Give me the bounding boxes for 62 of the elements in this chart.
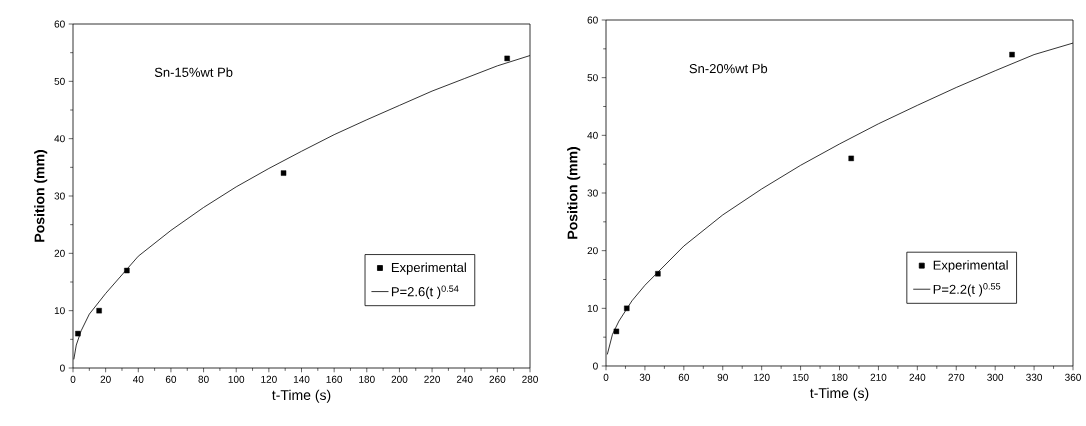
legend-label: P=2.2(t )$^{0.55}$ bbox=[933, 283, 1001, 297]
y-tick-label: 20 bbox=[587, 247, 598, 255]
x-tick-label: 100 bbox=[228, 375, 245, 383]
x-tick-label: 210 bbox=[870, 373, 887, 381]
legend-label: Experimental bbox=[933, 260, 1008, 273]
x-axis-title: t-Time (s) bbox=[272, 389, 331, 403]
point bbox=[1009, 51, 1015, 58]
y-axis-title: Position (mm) bbox=[34, 150, 48, 242]
y-tick-label: 50 bbox=[587, 74, 598, 82]
x-axis-title: t-Time (s) bbox=[810, 387, 869, 401]
x-tick-label: 200 bbox=[391, 375, 408, 383]
legend-label: Experimental bbox=[391, 262, 466, 275]
y-tick-label: 30 bbox=[54, 192, 65, 200]
y-tick-label: 10 bbox=[587, 304, 598, 312]
x-tick-label: 270 bbox=[948, 373, 965, 381]
y-tick-label: 10 bbox=[54, 307, 65, 315]
x-tick-label: 60 bbox=[165, 375, 177, 383]
x-tick-label: 0 bbox=[70, 375, 76, 383]
y-tick-label: 0 bbox=[60, 364, 65, 372]
x-tick-label: 240 bbox=[456, 375, 473, 383]
x-tick-label: 160 bbox=[326, 375, 343, 383]
point bbox=[624, 305, 630, 312]
x-tick-label: 330 bbox=[1026, 373, 1043, 381]
y-tick-label: 60 bbox=[54, 20, 65, 28]
y-tick-label: 20 bbox=[54, 249, 65, 257]
point bbox=[504, 55, 510, 62]
point bbox=[124, 267, 130, 274]
point bbox=[848, 155, 854, 162]
y-tick-label: 40 bbox=[587, 131, 598, 139]
point bbox=[655, 271, 661, 277]
point bbox=[96, 307, 102, 314]
point bbox=[280, 170, 287, 176]
y-axis-title: Position (mm) bbox=[567, 147, 581, 239]
y-tick-label: 50 bbox=[54, 77, 65, 85]
x-tick-label: 180 bbox=[359, 375, 375, 383]
y-tick-label: 30 bbox=[587, 189, 598, 197]
y-tick-label: 0 bbox=[593, 362, 598, 370]
x-tick-label: 280 bbox=[522, 375, 538, 383]
x-tick-label: 30 bbox=[639, 373, 651, 381]
x-tick-label: 220 bbox=[424, 375, 441, 383]
x-tick-label: 20 bbox=[100, 375, 111, 383]
x-tick-label: 300 bbox=[987, 373, 1004, 381]
x-tick-label: 40 bbox=[132, 375, 144, 383]
point bbox=[613, 328, 620, 335]
annotation: Sn-15%wt Pb bbox=[154, 67, 233, 77]
x-tick-label: 80 bbox=[198, 375, 209, 383]
x-tick-label: 120 bbox=[754, 373, 770, 381]
annotation: Sn-20%wt Pb bbox=[689, 63, 768, 74]
x-tick-label: 140 bbox=[293, 375, 310, 383]
x-tick-label: 360 bbox=[1065, 373, 1081, 381]
x-tick-label: 180 bbox=[831, 373, 848, 381]
x-tick-label: 90 bbox=[717, 373, 728, 381]
x-tick-label: 0 bbox=[603, 373, 609, 381]
point bbox=[75, 330, 81, 337]
x-tick-label: 150 bbox=[793, 373, 809, 381]
legend-label: P=2.6(t )$^{0.54}$ bbox=[391, 285, 459, 299]
y-tick-label: 40 bbox=[54, 135, 65, 143]
x-tick-label: 60 bbox=[678, 373, 690, 381]
x-tick-label: 260 bbox=[489, 375, 506, 383]
y-tick-label: 60 bbox=[587, 16, 598, 24]
x-tick-label: 120 bbox=[261, 375, 277, 383]
x-tick-label: 240 bbox=[909, 373, 926, 381]
